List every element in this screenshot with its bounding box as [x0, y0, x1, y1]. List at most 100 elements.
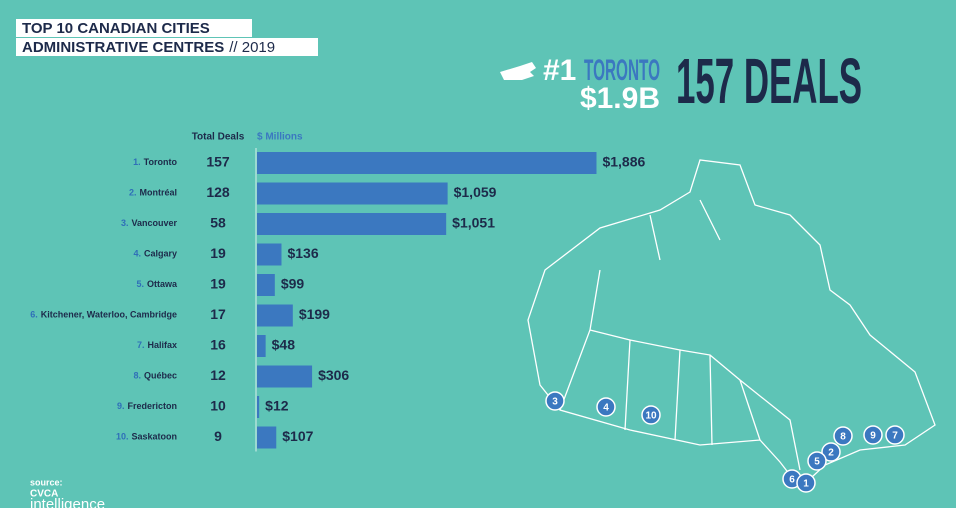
bar: [257, 182, 448, 205]
city: Québec: [144, 371, 177, 381]
rank: 3.: [121, 218, 129, 228]
deals: 128: [206, 184, 230, 200]
category-label: 8. Québec: [133, 371, 177, 381]
title-part: ADMINISTRATIVE CENTRES: [22, 39, 224, 56]
title-year: // 2019: [229, 39, 275, 56]
rank: 9.: [117, 401, 125, 411]
bar: [257, 274, 275, 296]
map-marker: [863, 425, 883, 445]
map-marker: [885, 425, 905, 445]
city: Halifax: [147, 340, 177, 350]
map-outline: [527, 159, 936, 489]
map-marker: [641, 405, 661, 425]
highlight-city: TORONTO: [584, 54, 660, 87]
rank: 2.: [129, 188, 137, 198]
deals: 58: [210, 215, 226, 231]
logo: intelligence: [30, 496, 105, 508]
deals: 9: [214, 428, 222, 444]
title-box: [16, 38, 318, 56]
category-label: 10. Saskatoon: [116, 432, 177, 442]
deals: 157: [206, 154, 230, 170]
category-label: 6. Kitchener, Waterloo, Cambridge: [30, 310, 177, 320]
category-label: 7. Halifax: [137, 340, 177, 350]
rank: 1.: [133, 157, 141, 167]
city: Toronto: [144, 157, 178, 167]
bar: [257, 243, 282, 266]
map-marker-label: 8: [840, 432, 846, 443]
map-marker-label: 5: [814, 457, 820, 468]
bar: [257, 396, 260, 418]
category-label: 5. Ottawa: [136, 279, 178, 289]
map-marker: [807, 451, 827, 471]
category-label: 4. Calgary: [133, 249, 177, 259]
map: [527, 159, 936, 489]
bar: [257, 365, 313, 388]
bar: [257, 213, 447, 235]
title-box: [16, 19, 252, 37]
value-label: $1,051: [452, 215, 495, 231]
highlight-amount: $1.9B: [580, 82, 660, 115]
map-marker-label: 6: [789, 475, 795, 486]
deals: 17: [210, 306, 226, 322]
category-label: 1. Toronto: [133, 157, 177, 167]
bar: [257, 152, 597, 174]
logo: CVCA: [30, 489, 58, 500]
map-marker-label: 2: [828, 448, 834, 459]
deals: 19: [210, 276, 226, 292]
city: Montréal: [139, 188, 177, 198]
rank: 10.: [116, 432, 129, 442]
highlight-rank: #1: [543, 54, 576, 87]
deals: 10: [210, 398, 226, 414]
value-label: $199: [299, 306, 330, 322]
value-label: $1,059: [454, 184, 497, 200]
rank: 7.: [137, 340, 145, 350]
rank: 6.: [30, 310, 38, 320]
city: Calgary: [144, 249, 177, 259]
value-label: $1,886: [602, 154, 645, 170]
value-label: $107: [282, 428, 313, 444]
value-label: $306: [318, 367, 349, 383]
city: Ottawa: [147, 279, 178, 289]
map-marker-label: 1: [803, 479, 809, 490]
category-label: 3. Vancouver: [121, 218, 178, 228]
bar: [257, 335, 266, 357]
map-marker: [596, 397, 616, 417]
city: Vancouver: [131, 218, 177, 228]
value-label: $99: [281, 276, 305, 292]
value-label: $12: [265, 398, 289, 414]
bar: [257, 426, 277, 449]
title: TOP 10 CANADIAN CITIES: [22, 20, 210, 37]
rank: 8.: [133, 371, 141, 381]
title: ADMINISTRATIVE CENTRES // 2019: [22, 39, 275, 56]
city: Fredericton: [127, 401, 177, 411]
map-marker-label: 3: [552, 397, 558, 408]
column-header: Total Deals: [192, 132, 245, 143]
rank: 4.: [133, 249, 141, 259]
category-label: 2. Montréal: [129, 188, 177, 198]
map-marker-label: 10: [645, 411, 657, 422]
deals: 12: [210, 367, 226, 383]
city: Kitchener, Waterloo, Cambridge: [41, 310, 177, 320]
map-marker-label: 9: [870, 431, 876, 442]
map-marker: [796, 473, 816, 493]
map-marker-label: 4: [603, 403, 609, 414]
province-borders: [559, 199, 801, 471]
highlight-deals: 157 DEALS: [676, 45, 862, 117]
value-label: $48: [272, 337, 296, 353]
rank: 5.: [136, 279, 144, 289]
city: Saskatoon: [131, 432, 177, 442]
map-marker-label: 7: [892, 431, 898, 442]
category-label: 9. Fredericton: [117, 401, 177, 411]
deals: 19: [210, 245, 226, 261]
column-header: $ Millions: [257, 132, 303, 143]
map-marker: [833, 426, 853, 446]
source-label: source:: [30, 477, 63, 487]
map-marker: [545, 391, 565, 411]
map-marker: [821, 442, 841, 462]
value-label: $136: [287, 245, 318, 261]
deals: 16: [210, 337, 226, 353]
bar: [257, 304, 293, 327]
pointer-icon: [500, 62, 536, 80]
